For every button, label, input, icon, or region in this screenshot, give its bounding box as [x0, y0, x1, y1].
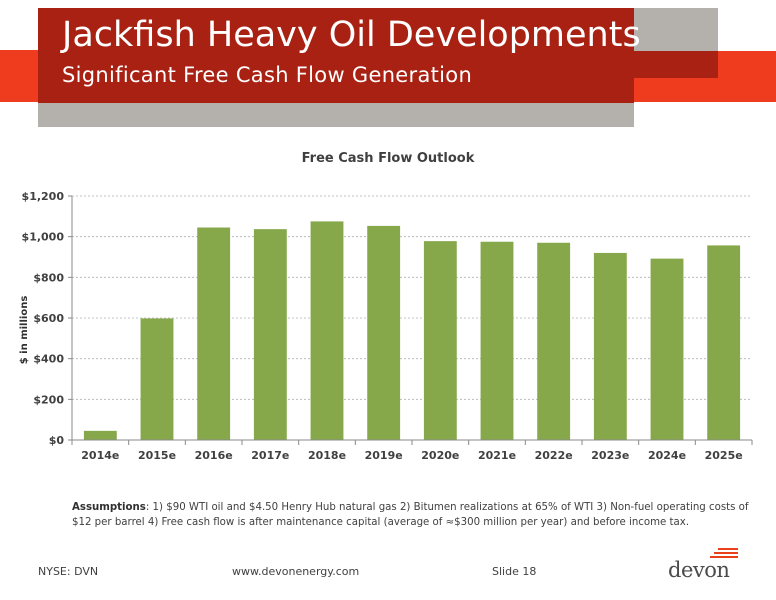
- y-tick-label: $600: [33, 312, 64, 325]
- header-orange-block-mid: [634, 78, 718, 102]
- y-tick-labels: $0 $200 $400 $600 $800 $1,000 $1,200: [22, 190, 65, 447]
- logo-text: devon: [668, 558, 730, 582]
- y-tick-label: $400: [33, 353, 64, 366]
- x-tick-label: 2023e: [591, 449, 629, 462]
- y-tick-label: $0: [49, 434, 65, 447]
- x-tick-label: 2014e: [81, 449, 119, 462]
- x-tick-label: 2024e: [648, 449, 686, 462]
- x-tick-label: 2020e: [421, 449, 459, 462]
- footer-ticker: NYSE: DVN: [38, 565, 99, 578]
- x-tick-label: 2015e: [138, 449, 176, 462]
- grid-lines: [72, 195, 752, 400]
- slide-subtitle: Significant Free Cash Flow Generation: [62, 63, 473, 87]
- bar-2016e: [197, 227, 231, 440]
- y-axis-label: $ in millions: [19, 296, 30, 365]
- y-tick-label: $800: [33, 271, 64, 284]
- bar-chart: $0 $200 $400 $600 $800 $1,000 $1,200 2014e 2015…: [19, 190, 753, 462]
- bar-2018e: [310, 221, 344, 440]
- bar-2024e: [650, 258, 684, 440]
- assumptions-text: : 1) $90 WTI oil and $4.50 Henry Hub nat…: [72, 502, 749, 528]
- header-gray-block-right: [634, 8, 718, 51]
- x-tick-label: 2016e: [195, 449, 233, 462]
- bar-2017e: [253, 229, 287, 440]
- assumptions-label: Assumptions: [72, 502, 146, 513]
- header-orange-block-right: [718, 51, 776, 102]
- devon-logo: devon: [668, 548, 740, 582]
- axes: [68, 195, 753, 445]
- assumptions-note: Assumptions: 1) $90 WTI oil and $4.50 He…: [72, 500, 752, 530]
- bar-2015e: [140, 318, 174, 440]
- x-tick-label: 2025e: [705, 449, 743, 462]
- header-red-banner: [38, 8, 634, 103]
- x-tick-label: 2019e: [365, 449, 403, 462]
- footer-website: www.devonenergy.com: [232, 565, 360, 578]
- bar-2014e: [83, 430, 117, 440]
- bar-2023e: [593, 252, 627, 440]
- bar-2019e: [367, 225, 401, 440]
- x-tick-labels: 2014e 2015e 2016e 2017e 2018e 2019e 2020e 2021e…: [81, 449, 742, 462]
- slide-title: Jackfish Heavy Oil Developments: [62, 15, 641, 55]
- bars: [83, 221, 741, 440]
- bar-2021e: [480, 241, 514, 440]
- bar-2022e: [537, 242, 571, 440]
- bar-2025e: [707, 245, 741, 440]
- y-tick-label: $1,200: [22, 190, 65, 203]
- x-tick-label: 2022e: [535, 449, 573, 462]
- y-tick-label: $200: [33, 393, 64, 406]
- chart-title: Free Cash Flow Outlook: [301, 151, 475, 166]
- y-tick-label: $1,000: [22, 231, 65, 244]
- logo-bars-icon: [710, 548, 738, 558]
- footer-slide-number: Slide 18: [492, 565, 537, 578]
- x-tick-label: 2021e: [478, 449, 516, 462]
- x-tick-label: 2018e: [308, 449, 346, 462]
- header-red-block-right: [634, 51, 718, 78]
- bar-2020e: [423, 241, 457, 440]
- x-tick-label: 2017e: [251, 449, 289, 462]
